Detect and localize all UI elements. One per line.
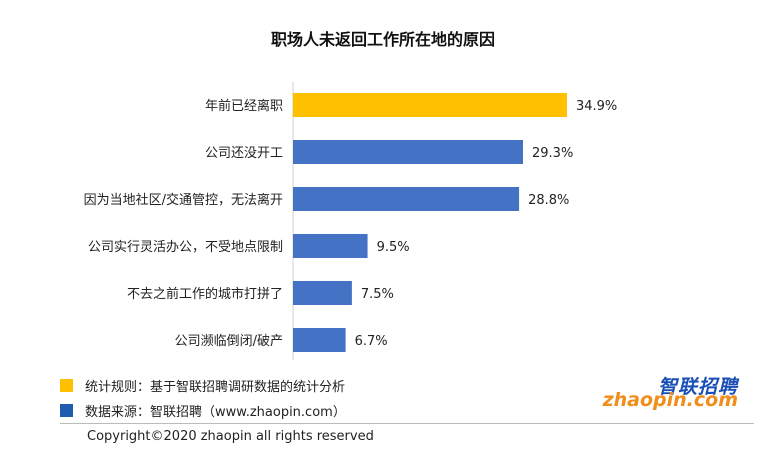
category-label-4: 不去之前工作的城市打拼了	[127, 286, 283, 302]
category-label-0: 年前已经离职	[205, 98, 283, 114]
source-swatch	[60, 404, 73, 417]
data-source-text: 数据来源：智联招聘（www.zhaopin.com）	[85, 405, 346, 420]
bar-chart: 职场人未返回工作所在地的原因 年前已经离职 34.9% 公司还没开工 29.3% 因为当…	[84, 30, 617, 360]
rule-swatch	[60, 379, 73, 392]
bar-3	[293, 234, 368, 258]
bar-2	[293, 187, 520, 211]
copyright-text: Copyright©2020 zhaopin all rights reserv…	[87, 429, 374, 444]
value-label-5: 6.7%	[355, 334, 388, 349]
chart-title: 职场人未返回工作所在地的原因	[271, 30, 495, 49]
category-label-1: 公司还没开工	[205, 146, 283, 161]
statistics-rule-text: 统计规则：基于智联招聘调研数据的统计分析	[85, 380, 346, 395]
bar-1	[293, 140, 524, 164]
category-label-2: 因为当地社区/交通管控，无法离开	[84, 192, 283, 208]
value-label-3: 9.5%	[377, 240, 410, 255]
bar-0	[293, 93, 567, 117]
data-source-note: 数据来源：智联招聘（www.zhaopin.com）	[60, 401, 346, 420]
zhaopin-logo: 智联招聘 zhaopin.com	[600, 372, 750, 416]
value-label-2: 28.8%	[528, 193, 569, 208]
logo-cn: 智联招聘	[657, 376, 738, 398]
value-label-4: 7.5%	[361, 287, 394, 302]
category-label-3: 公司实行灵活办公，不受地点限制	[88, 240, 283, 255]
logo-en: zhaopin.com	[602, 389, 738, 411]
bar-5	[293, 328, 346, 352]
statistics-rule-note: 统计规则：基于智联招聘调研数据的统计分析	[60, 376, 345, 395]
value-label-1: 29.3%	[532, 146, 573, 161]
bar-4	[293, 281, 352, 305]
footer-divider	[60, 423, 754, 424]
value-label-0: 34.9%	[576, 99, 617, 114]
category-label-5: 公司濒临倒闭/破产	[175, 334, 283, 349]
